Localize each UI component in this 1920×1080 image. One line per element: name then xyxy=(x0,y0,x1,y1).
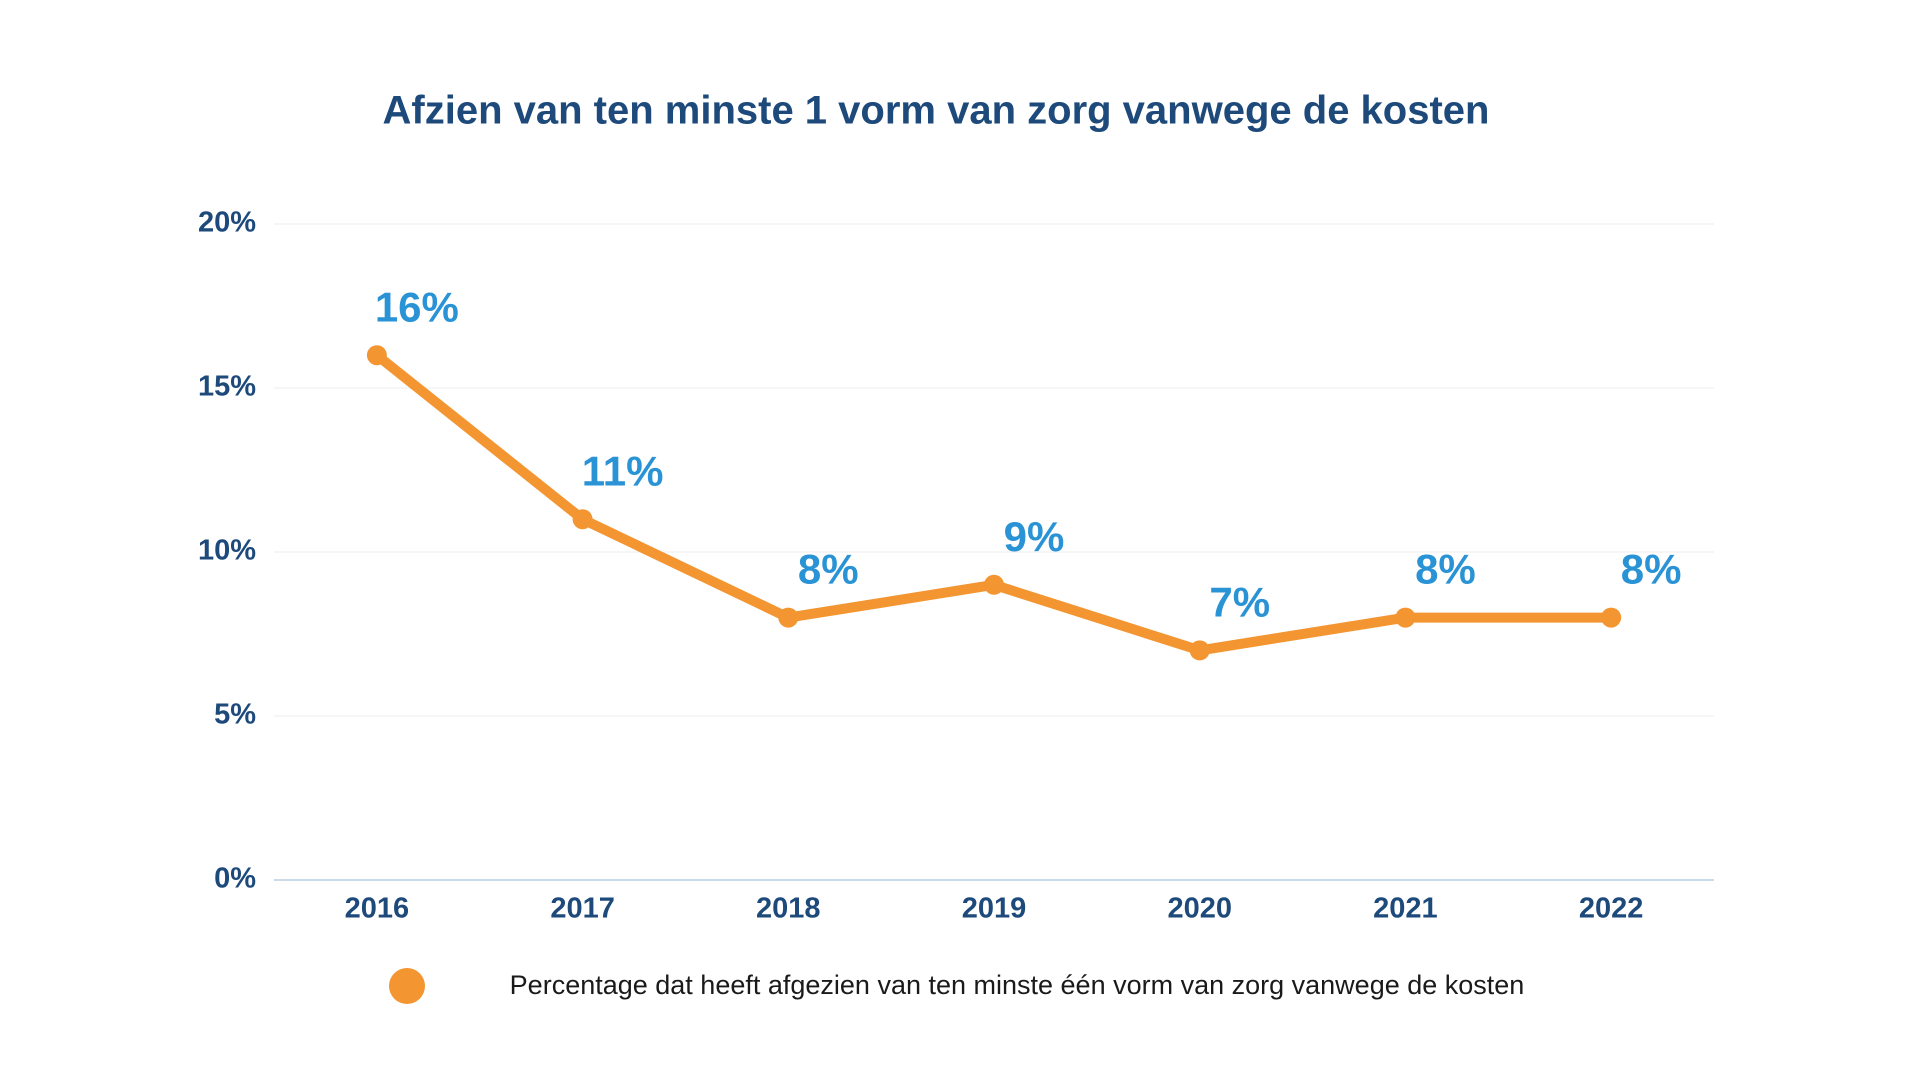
data-label: 16% xyxy=(375,283,459,330)
data-label: 8% xyxy=(1415,546,1476,593)
data-point xyxy=(1189,640,1210,661)
data-point xyxy=(1601,607,1622,628)
y-tick-label: 10% xyxy=(198,535,256,567)
data-label: 9% xyxy=(1004,513,1065,560)
data-point xyxy=(366,345,387,366)
x-tick-label: 2020 xyxy=(1167,893,1232,925)
data-point xyxy=(572,509,593,530)
data-label: 8% xyxy=(1621,546,1682,593)
x-tick-label: 2017 xyxy=(550,893,615,925)
chart-title: Afzien van ten minste 1 vorm van zorg va… xyxy=(383,89,1490,133)
data-point xyxy=(984,574,1004,595)
y-tick-label: 0% xyxy=(214,863,256,895)
y-tick-label: 20% xyxy=(198,207,256,239)
x-tick-label: 2019 xyxy=(962,893,1027,925)
x-tick-label: 2018 xyxy=(756,893,821,925)
data-point xyxy=(778,607,799,628)
y-tick-label: 5% xyxy=(214,699,256,731)
legend-label: Percentage dat heeft afgezien van ten mi… xyxy=(509,970,1525,1000)
x-tick-label: 2016 xyxy=(345,893,410,925)
y-tick-label: 15% xyxy=(198,371,256,403)
legend-marker xyxy=(389,968,425,1004)
x-tick-label: 2022 xyxy=(1579,893,1644,925)
data-label: 7% xyxy=(1209,578,1270,625)
x-tick-label: 2021 xyxy=(1373,893,1438,925)
data-line xyxy=(371,350,1617,656)
data-point xyxy=(1395,607,1416,628)
data-label: 8% xyxy=(798,546,859,593)
data-label: 11% xyxy=(582,447,664,494)
